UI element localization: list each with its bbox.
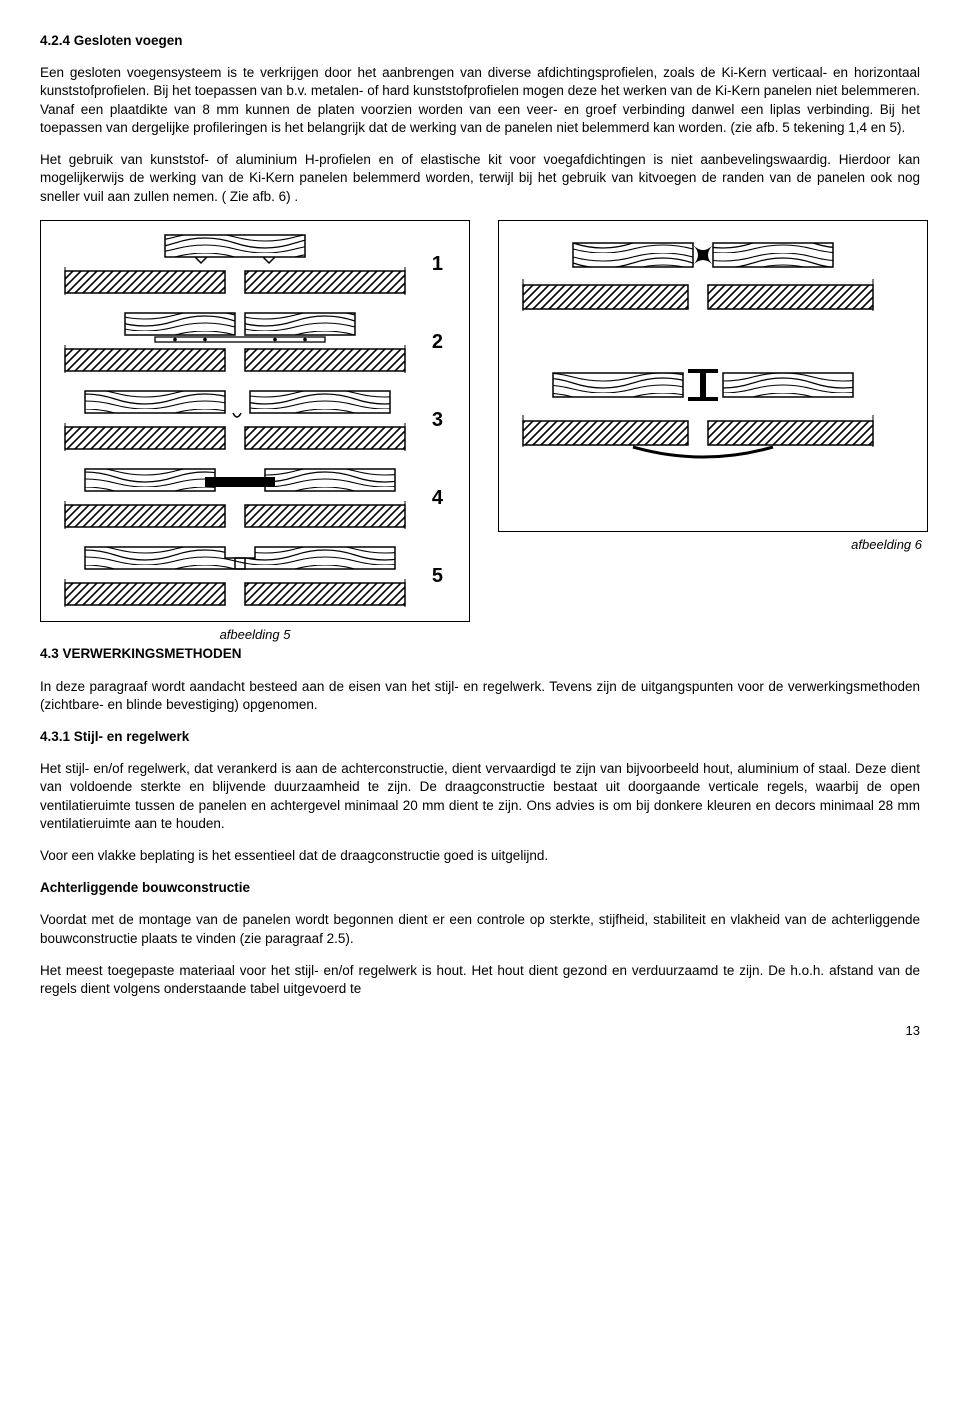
para-ach-2: Het meest toegepaste materiaal voor het …	[40, 962, 920, 998]
figure-5-label-3: 3	[425, 407, 443, 434]
figure-6-column: afbeelding 6	[498, 220, 928, 554]
heading-431: 4.3.1 Stijl- en regelwerk	[40, 728, 920, 746]
figure-5-label-5: 5	[425, 563, 443, 590]
figure-5-row-3: 3	[55, 389, 455, 453]
heading-424: 4.2.4 Gesloten voegen	[40, 32, 920, 50]
para-ach-1: Voordat met de montage van de panelen wo…	[40, 911, 920, 947]
para-431-2: Voor een vlakke beplating is het essenti…	[40, 847, 920, 865]
page-number: 13	[40, 1022, 920, 1040]
heading-ach: Achterliggende bouwconstructie	[40, 879, 920, 897]
joint-diagram-2	[55, 311, 415, 375]
figure-5-label-2: 2	[425, 329, 443, 356]
figure-5-label-4: 4	[425, 485, 443, 512]
figure-5-caption: afbeelding 5	[40, 626, 470, 644]
heading-ach-title: Achterliggende bouwconstructie	[40, 880, 250, 895]
figure-6-svg	[513, 233, 885, 493]
heading-43-title: 4.3 VERWERKINGSMETHODEN	[40, 646, 242, 661]
heading-424-title: 4.2.4 Gesloten voegen	[40, 33, 183, 48]
figure-5-frame: 1 2	[40, 220, 470, 622]
heading-431-title: 4.3.1 Stijl- en regelwerk	[40, 729, 189, 744]
figure-5-row-1: 1	[55, 233, 455, 297]
joint-diagram-4	[55, 467, 415, 531]
figure-5-column: 1 2	[40, 220, 470, 622]
para-424-2: Het gebruik van kunststof- of aluminium …	[40, 151, 920, 206]
figure-5-row-4: 4	[55, 467, 455, 531]
figure-5-row-5: 5	[55, 545, 455, 609]
figure-6-caption: afbeelding 6	[498, 536, 922, 554]
joint-diagram-3	[55, 389, 415, 453]
para-424-1: Een gesloten voegensysteem is te verkrij…	[40, 64, 920, 137]
figures-row: 1 2	[40, 220, 920, 622]
figure-5-row-2: 2	[55, 311, 455, 375]
para-431-1: Het stijl- en/of regelwerk, dat veranker…	[40, 760, 920, 833]
heading-43: 4.3 VERWERKINGSMETHODEN	[40, 645, 920, 663]
joint-diagram-1	[55, 233, 415, 297]
figure-5-label-1: 1	[425, 251, 443, 278]
para-43: In deze paragraaf wordt aandacht besteed…	[40, 678, 920, 714]
joint-diagram-5	[55, 545, 415, 609]
figure-6-frame	[498, 220, 928, 532]
